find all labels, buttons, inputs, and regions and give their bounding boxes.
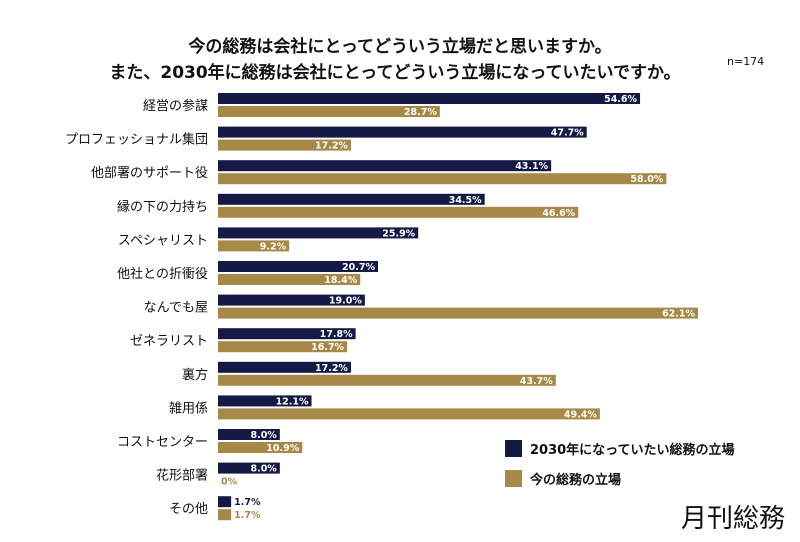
category-label: なんでも屋 xyxy=(144,301,208,316)
bar-2030 xyxy=(218,328,356,340)
bar-current xyxy=(218,206,579,218)
bar-2030 xyxy=(218,93,641,104)
bar-2030 xyxy=(218,294,365,306)
category-label: コストセンター xyxy=(117,435,208,450)
data-label: 9.2% xyxy=(260,241,287,252)
category-label: 花形部署 xyxy=(156,468,208,484)
bar-current xyxy=(218,442,303,453)
bar-current xyxy=(218,341,348,353)
bar-current xyxy=(218,139,351,151)
data-label: 58.0% xyxy=(630,174,663,185)
legend-swatch-current xyxy=(505,470,522,487)
legend-label-current: 今の総務の立場 xyxy=(529,472,621,488)
data-label: 17.2% xyxy=(315,363,348,374)
chart-title-line-1: 今の総務は会社にとってどういう立場だと思いますか。 xyxy=(188,36,611,57)
bar-current xyxy=(218,374,556,386)
data-label: 8.0% xyxy=(250,464,277,475)
bar-2030 xyxy=(218,193,485,205)
legend: 2030年になっていたい総務の立場 今の総務の立場 xyxy=(505,440,735,488)
category-label: ゼネラリスト xyxy=(130,334,208,349)
bar-2030 xyxy=(218,462,280,474)
bar-2030 xyxy=(218,160,552,172)
chart-title-line-2: また、2030年に総務は会社にとってどういう立場になっていたいですか。 xyxy=(109,62,680,83)
data-label: 62.1% xyxy=(662,309,695,320)
data-label: 43.7% xyxy=(520,376,553,387)
data-label: 1.7% xyxy=(234,497,261,508)
bar-2030 xyxy=(218,361,351,373)
data-label: 49.4% xyxy=(564,409,597,420)
logo: 月刊総務 xyxy=(681,504,785,534)
category-label: 縁の下の力持ち xyxy=(117,199,208,215)
legend-label-2030: 2030年になっていたい総務の立場 xyxy=(530,442,735,458)
data-label: 17.8% xyxy=(320,329,353,340)
bar-2030 xyxy=(218,126,587,138)
data-label: 12.1% xyxy=(276,396,309,407)
data-label: 8.0% xyxy=(250,430,277,441)
data-label: 16.7% xyxy=(311,342,344,353)
bar-2030 xyxy=(218,429,280,440)
category-label: 他部署のサポート役 xyxy=(91,166,208,181)
data-label: 20.7% xyxy=(342,262,375,273)
bar-current xyxy=(218,307,699,319)
bar-current xyxy=(218,173,667,185)
bar-current xyxy=(218,408,600,420)
category-label: その他 xyxy=(169,502,208,517)
data-label: 1.7% xyxy=(234,510,261,521)
category-label: 裏方 xyxy=(182,367,208,383)
bar-2030 xyxy=(218,496,232,508)
category-label: 雑用係 xyxy=(169,400,208,416)
data-label: 17.2% xyxy=(315,141,348,152)
data-label: 47.7% xyxy=(551,128,584,139)
bar-current xyxy=(218,509,232,521)
data-label: 46.6% xyxy=(542,208,575,219)
bar-2030 xyxy=(218,261,379,272)
legend-swatch-2030 xyxy=(505,440,522,457)
sample-size-note: n=174 xyxy=(727,55,764,68)
data-label: 43.1% xyxy=(515,161,548,172)
category-label: プロフェッショナル集団 xyxy=(65,132,208,148)
data-label: 18.4% xyxy=(324,275,357,286)
bar-2030 xyxy=(218,227,419,239)
bar-current xyxy=(218,274,361,285)
bar-current xyxy=(218,106,440,117)
data-label: 10.9% xyxy=(266,443,299,454)
data-label: 54.6% xyxy=(604,94,637,105)
data-label: 25.9% xyxy=(382,228,415,239)
category-label: スペシャリスト xyxy=(118,233,208,248)
data-label: 34.5% xyxy=(449,195,482,206)
category-label: 他社との折衝役 xyxy=(117,266,208,282)
category-label: 経営の参謀 xyxy=(143,98,208,114)
data-label: 19.0% xyxy=(329,296,362,307)
data-label: 0% xyxy=(221,477,238,488)
data-label: 28.7% xyxy=(404,107,437,118)
bar-current xyxy=(218,240,290,252)
bar-2030 xyxy=(218,395,312,407)
